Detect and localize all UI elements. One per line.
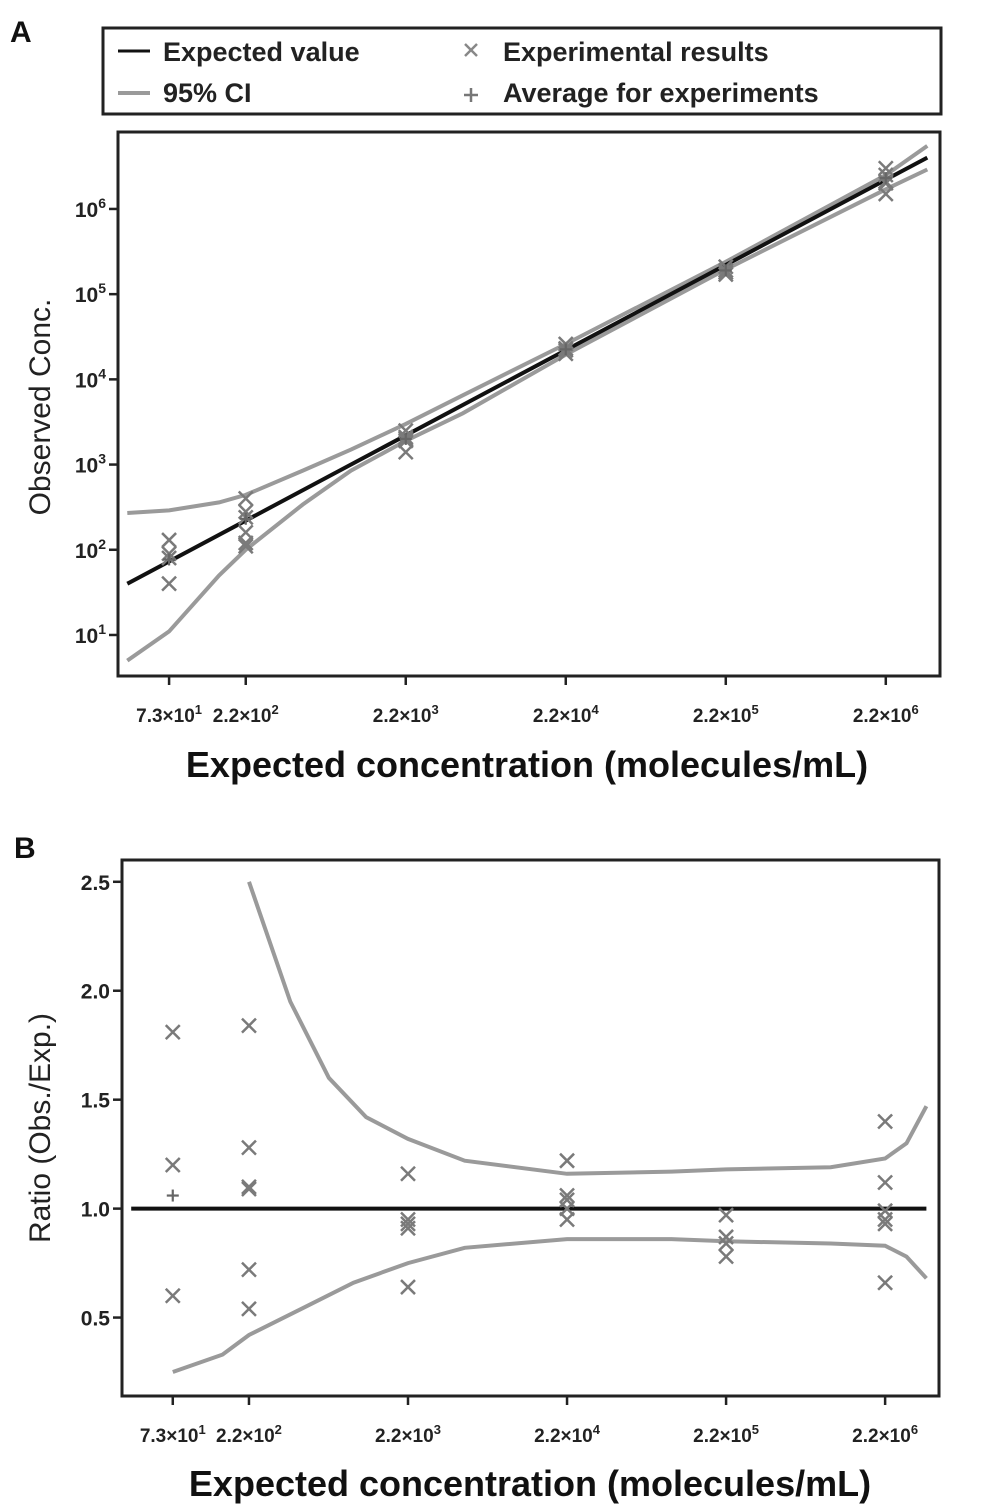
legend-x-marker	[464, 43, 478, 57]
a-y-tick-label: 106	[75, 195, 106, 222]
a-y-tick-label: 105	[75, 280, 106, 307]
panel-a-ci-curves	[126, 144, 929, 663]
panel-b-y-ticks: 0.5 1.0 1.5 2.0 2.5	[81, 872, 122, 1331]
b-experimental-point	[877, 1174, 893, 1191]
a-average-point	[719, 264, 732, 277]
b-x-tick-label: 2.2×103	[375, 1422, 441, 1447]
a-experimental-point	[237, 503, 254, 520]
legend-average-label: Average for experiments	[503, 78, 819, 108]
panel-b-x-ticks: 7.3×101 2.2×102 2.2×103 2.2×104 2.2×105 2.2×1…	[140, 1396, 918, 1447]
a-average-point	[399, 432, 412, 445]
b-experimental-point	[559, 1211, 575, 1228]
b-x-tick-label: 2.2×102	[216, 1422, 282, 1447]
panel-b-x-axis-label: Expected concentration (molecules/mL)	[189, 1463, 871, 1504]
b-experimental-point	[241, 1178, 257, 1195]
a-experimental-point	[397, 444, 414, 460]
panel-b-label: B	[14, 832, 36, 865]
a-x-tick-label: 7.3×101	[136, 702, 202, 727]
b-experimental-point	[877, 1274, 893, 1291]
b-x-tick-label: 2.2×104	[534, 1422, 601, 1447]
a-experimental-point	[237, 490, 254, 507]
a-average-point	[559, 343, 572, 356]
b-ci-curve-1	[247, 881, 929, 1176]
b-experimental-point	[164, 1157, 181, 1173]
b-y-tick-label: 2.5	[81, 872, 111, 895]
b-ci-curve-2	[172, 1237, 928, 1374]
b-y-tick-label: 1.0	[81, 1199, 110, 1222]
legend-plus-marker	[464, 88, 478, 102]
a-experimental-point	[161, 532, 177, 548]
panel-b-frame	[120, 858, 941, 1398]
b-experimental-point	[559, 1152, 575, 1169]
panel-b-chart: 7.3×101 2.2×102 2.2×103 2.2×104 2.2×105 2.2×1…	[24, 858, 941, 1504]
panel-a-frame	[116, 130, 942, 678]
b-experimental-point	[400, 1220, 416, 1237]
a-experimental-point	[161, 575, 177, 592]
a-y-tick-label: 102	[75, 536, 106, 563]
b-experimental-point	[164, 1024, 181, 1041]
a-ci-upper	[127, 144, 929, 515]
a-average-point	[163, 553, 176, 566]
a-experimental-point	[237, 535, 254, 551]
b-experimental-point	[718, 1248, 734, 1265]
a-y-tick-label: 103	[75, 451, 106, 478]
a-experimental-point	[237, 538, 254, 555]
b-y-tick-label: 1.5	[81, 1090, 111, 1113]
b-experimental-point	[400, 1279, 416, 1295]
panel-a-points	[161, 160, 894, 592]
b-experimental-point	[241, 1261, 257, 1278]
panel-a-label: A	[10, 16, 32, 49]
legend-ci-label: 95% CI	[163, 78, 252, 108]
b-experimental-point	[718, 1235, 734, 1252]
panel-a-y-ticks: 101 102 103 104 105 106	[75, 195, 118, 648]
a-x-tick-label: 2.2×102	[213, 702, 279, 727]
b-experimental-point	[241, 1181, 257, 1197]
a-x-tick-label: 2.2×104	[533, 702, 600, 727]
a-average-point	[879, 172, 892, 185]
a-expected-value-line	[126, 155, 929, 586]
panel-b-ci-curves	[172, 881, 929, 1374]
b-experimental-point	[877, 1113, 893, 1130]
a-experimental-point	[877, 160, 894, 177]
panel-a-y-axis-label: Observed Conc.	[24, 299, 57, 516]
b-experimental-point	[877, 1211, 893, 1228]
b-experimental-point	[241, 1139, 257, 1156]
panel-a-expected-line	[126, 155, 929, 586]
b-experimental-point	[559, 1187, 575, 1204]
legend-box	[101, 26, 943, 116]
b-experimental-point	[718, 1207, 734, 1224]
b-y-tick-label: 2.0	[81, 981, 110, 1004]
panel-b-points	[164, 1017, 893, 1317]
b-x-tick-label: 7.3×101	[140, 1422, 206, 1447]
a-ci-lower	[126, 167, 929, 663]
a-x-tick-label: 2.2×106	[853, 702, 919, 727]
b-experimental-point	[400, 1215, 416, 1232]
panel-a-x-axis-label: Expected concentration (molecules/mL)	[186, 744, 868, 785]
b-experimental-point	[400, 1165, 416, 1182]
b-experimental-point	[241, 1017, 257, 1034]
b-average-point	[166, 1189, 179, 1202]
b-experimental-point	[164, 1287, 181, 1304]
panel-b-y-axis-label: Ratio (Obs./Exp.)	[24, 1013, 57, 1243]
a-y-tick-label: 101	[75, 621, 106, 648]
b-experimental-point	[718, 1229, 734, 1245]
b-y-tick-label: 0.5	[81, 1308, 111, 1331]
panel-a-chart: 7.3×101 2.2×102 2.2×103 2.2×104 2.2×105 2.2×1…	[24, 130, 942, 785]
a-average-point	[239, 512, 252, 525]
legend-experimental-label: Experimental results	[503, 37, 769, 67]
a-y-tick-label: 104	[75, 365, 106, 392]
b-x-tick-label: 2.2×106	[852, 1422, 918, 1447]
b-experimental-point	[241, 1300, 257, 1317]
b-x-tick-label: 2.2×105	[693, 1422, 759, 1447]
a-x-tick-label: 2.2×103	[373, 702, 439, 727]
a-x-tick-label: 2.2×105	[693, 702, 759, 727]
a-experimental-point	[877, 186, 894, 202]
legend: Expected value 95% CI Experimental resul…	[101, 26, 943, 116]
legend-expected-label: Expected value	[163, 37, 360, 67]
b-experimental-point	[877, 1215, 893, 1232]
panel-a-x-ticks: 7.3×101 2.2×102 2.2×103 2.2×104 2.2×105 2.2×1…	[136, 676, 919, 727]
